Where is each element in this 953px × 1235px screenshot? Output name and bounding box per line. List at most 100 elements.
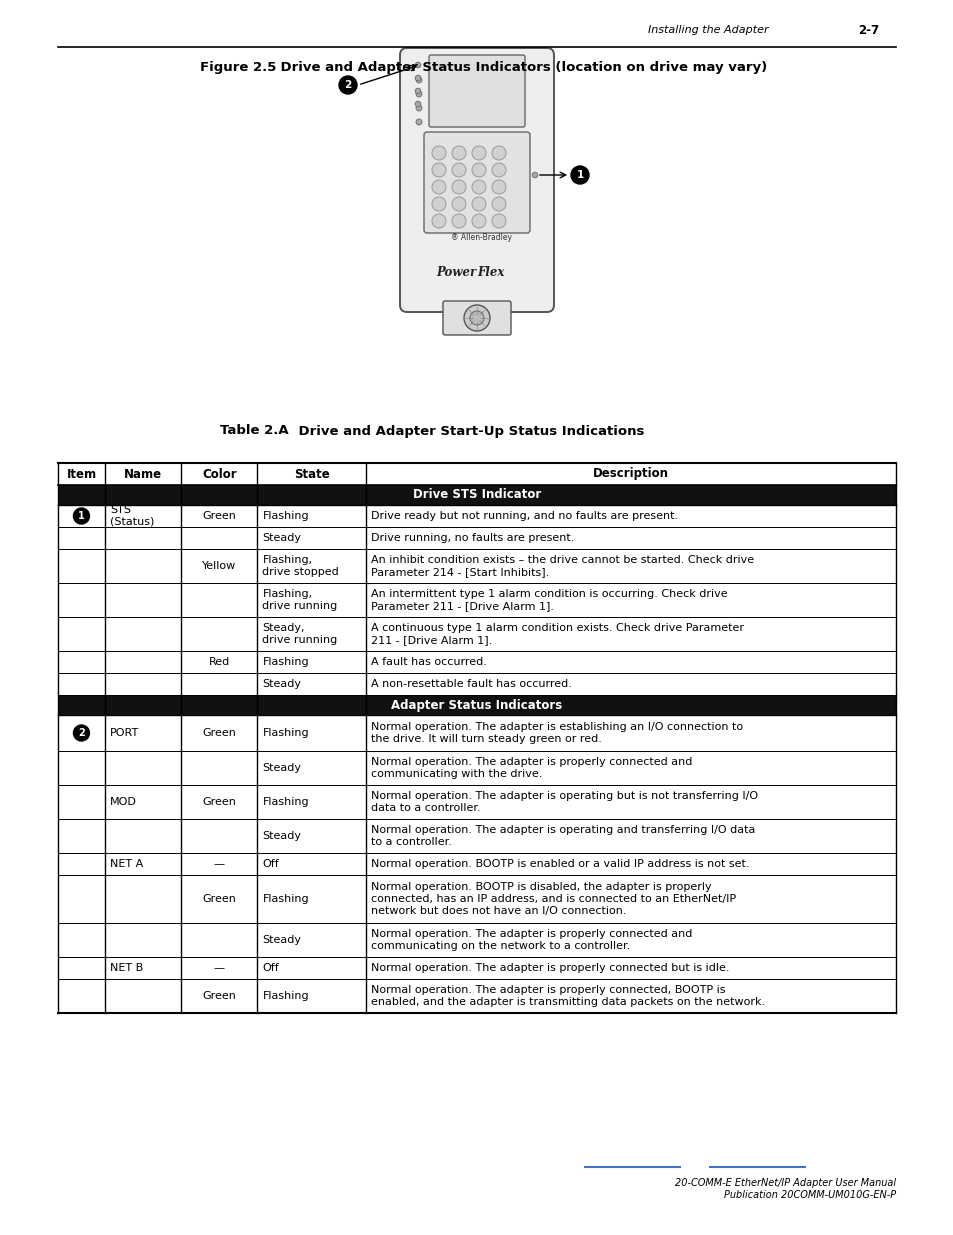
Bar [58, 463, 895, 485]
Text: Off: Off [262, 860, 279, 869]
Text: Steady: Steady [262, 831, 301, 841]
Circle shape [492, 198, 505, 211]
Text: Normal operation. BOOTP is disabled, the adapter is properly
connected, has an I: Normal operation. BOOTP is disabled, the… [371, 882, 736, 915]
Text: Steady: Steady [262, 935, 301, 945]
Text: 2: 2 [344, 80, 352, 90]
Text: —: — [213, 860, 225, 869]
Text: Off: Off [262, 963, 279, 973]
Text: State: State [294, 468, 330, 480]
Text: Publication 20COMM-UM010G-EN-P: Publication 20COMM-UM010G-EN-P [723, 1191, 895, 1200]
Circle shape [416, 77, 421, 83]
Circle shape [472, 180, 485, 194]
Circle shape [415, 88, 420, 94]
Circle shape [492, 214, 505, 228]
Circle shape [452, 146, 465, 161]
Circle shape [472, 214, 485, 228]
Circle shape [492, 180, 505, 194]
FancyBboxPatch shape [429, 56, 524, 127]
Circle shape [472, 163, 485, 177]
Text: Normal operation. BOOTP is enabled or a valid IP address is not set.: Normal operation. BOOTP is enabled or a … [371, 860, 749, 869]
Text: Normal operation. The adapter is properly connected and
communicating on the net: Normal operation. The adapter is properl… [371, 929, 692, 951]
Text: Normal operation. The adapter is establishing an I/O connection to
the drive. It: Normal operation. The adapter is establi… [371, 722, 742, 743]
Text: Color: Color [202, 468, 236, 480]
Text: Flashing,
drive stopped: Flashing, drive stopped [262, 556, 339, 577]
Text: An intermittent type 1 alarm condition is occurring. Check drive
Parameter 211 -: An intermittent type 1 alarm condition i… [371, 589, 727, 611]
Circle shape [416, 119, 421, 125]
Bar [58, 923, 895, 957]
Text: Green: Green [202, 797, 236, 806]
FancyBboxPatch shape [442, 301, 511, 335]
Text: MOD: MOD [110, 797, 136, 806]
Bar [58, 485, 895, 505]
Bar [58, 550, 895, 583]
Bar [58, 853, 895, 876]
Bar [58, 673, 895, 695]
Text: Adapter Status Indicators: Adapter Status Indicators [391, 699, 562, 711]
Text: An inhibit condition exists – the drive cannot be started. Check drive
Parameter: An inhibit condition exists – the drive … [371, 556, 754, 577]
Circle shape [472, 198, 485, 211]
Text: Flashing: Flashing [262, 894, 309, 904]
Text: ® Allen-Bradley: ® Allen-Bradley [451, 233, 512, 242]
Text: Green: Green [202, 511, 236, 521]
Text: Drive ready but not running, and no faults are present.: Drive ready but not running, and no faul… [371, 511, 678, 521]
Circle shape [472, 146, 485, 161]
Text: Flashing: Flashing [262, 727, 309, 739]
Circle shape [415, 101, 420, 106]
Text: 2: 2 [78, 727, 85, 739]
Circle shape [432, 214, 446, 228]
Text: Normal operation. The adapter is operating and transferring I/O data
to a contro: Normal operation. The adapter is operati… [371, 825, 755, 847]
Bar [58, 618, 895, 651]
Text: Red: Red [209, 657, 230, 667]
Text: Drive running, no faults are present.: Drive running, no faults are present. [371, 534, 574, 543]
Text: NET A: NET A [110, 860, 143, 869]
Circle shape [432, 198, 446, 211]
Circle shape [73, 725, 90, 741]
Text: Name: Name [124, 468, 162, 480]
Circle shape [452, 214, 465, 228]
Text: Installing the Adapter: Installing the Adapter [647, 25, 768, 35]
Text: —: — [213, 963, 225, 973]
Bar [58, 785, 895, 819]
Text: Flashing,
drive running: Flashing, drive running [262, 589, 337, 611]
Text: Figure 2.5: Figure 2.5 [200, 61, 276, 74]
Text: 2-7: 2-7 [857, 23, 879, 37]
FancyBboxPatch shape [399, 48, 554, 312]
Circle shape [492, 146, 505, 161]
Bar [58, 876, 895, 923]
Circle shape [432, 163, 446, 177]
Text: Steady: Steady [262, 763, 301, 773]
Bar [58, 583, 895, 618]
Text: A continuous type 1 alarm condition exists. Check drive Parameter
211 - [Drive A: A continuous type 1 alarm condition exis… [371, 624, 743, 645]
Text: Normal operation. The adapter is properly connected but is idle.: Normal operation. The adapter is properl… [371, 963, 729, 973]
Circle shape [73, 508, 90, 524]
Text: Flashing: Flashing [262, 511, 309, 521]
Text: Item: Item [67, 468, 96, 480]
Bar [58, 695, 895, 715]
Circle shape [415, 62, 420, 68]
Text: Flashing: Flashing [262, 797, 309, 806]
Circle shape [432, 146, 446, 161]
Circle shape [416, 91, 421, 98]
Text: A non-resettable fault has occurred.: A non-resettable fault has occurred. [371, 679, 572, 689]
Text: Flex: Flex [476, 266, 504, 279]
Text: 1: 1 [576, 170, 583, 180]
Text: Normal operation. The adapter is properly connected and
communicating with the d: Normal operation. The adapter is properl… [371, 757, 692, 779]
Bar [58, 651, 895, 673]
Text: Drive and Adapter Start-Up Status Indications: Drive and Adapter Start-Up Status Indica… [280, 425, 643, 437]
Text: Steady: Steady [262, 534, 301, 543]
Text: Steady,
drive running: Steady, drive running [262, 624, 337, 645]
FancyBboxPatch shape [423, 132, 530, 233]
Text: 1: 1 [78, 511, 85, 521]
Text: Green: Green [202, 990, 236, 1002]
Circle shape [532, 172, 537, 178]
Text: Power: Power [436, 266, 476, 279]
Text: 20-COMM-E EtherNet/IP Adapter User Manual: 20-COMM-E EtherNet/IP Adapter User Manua… [674, 1178, 895, 1188]
Text: NET B: NET B [110, 963, 143, 973]
Circle shape [432, 180, 446, 194]
Text: Yellow: Yellow [202, 561, 236, 571]
Bar [58, 715, 895, 751]
Bar [58, 957, 895, 979]
Circle shape [492, 163, 505, 177]
Text: Table 2.A: Table 2.A [220, 425, 289, 437]
Circle shape [571, 165, 588, 184]
